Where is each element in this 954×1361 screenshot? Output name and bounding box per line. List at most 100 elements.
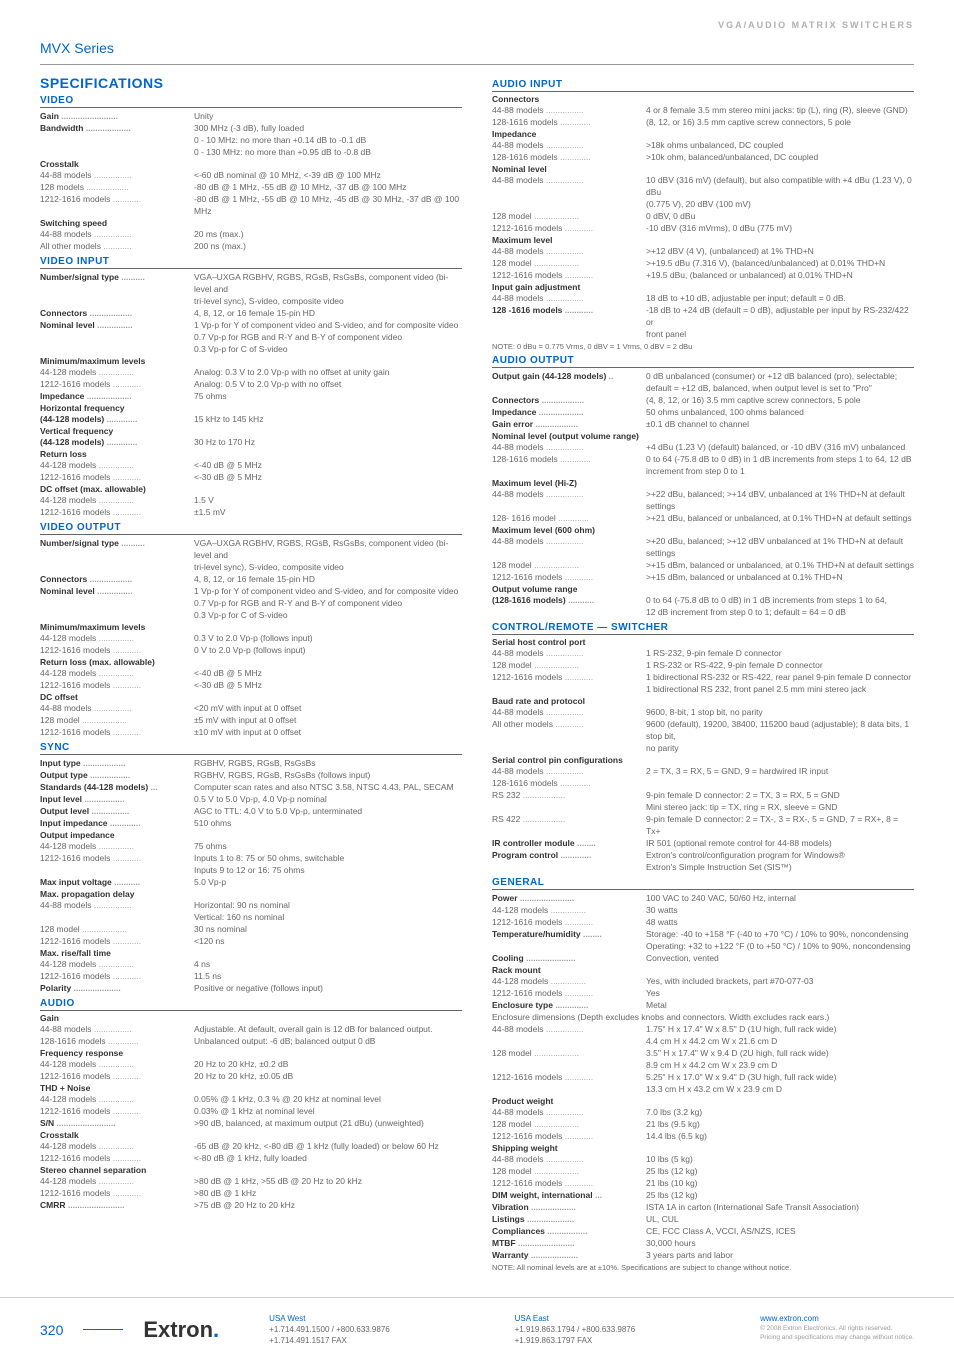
spec-row: 128 model ...................30 ns nomin… [40,923,462,935]
spec-row: 44-88 models ................20 ms (max.… [40,228,462,240]
spec-value: 0.5 V to 5.0 Vp-p, 4.0 Vp-p nominal [190,793,462,805]
spec-label: 1212-1616 models ............ [492,987,642,999]
spec-subheading: Stereo channel separation [40,1165,462,1175]
spec-label: 44-88 models ................ [492,765,642,777]
spec-label: RS 232 .................. [492,789,642,801]
spec-label: 128 model ................... [492,1047,642,1059]
spec-row: 1212-1616 models ............Inputs 1 to… [40,852,462,864]
spec-value: >+21 dBu, balanced or unbalanced, at 0.1… [642,512,914,524]
spec-row: 128 model ...................0 dBV, 0 dB… [492,210,914,222]
spec-value: Computer scan rates and also NTSC 3.58, … [190,781,462,793]
spec-label: 44-88 models ................ [492,174,642,186]
spec-row: 1212-1616 models ............>+15 dBm, b… [492,571,914,583]
page-footer: 320 Extron. USA West +1.714.491.1500 / +… [0,1297,954,1361]
spec-subheading: Nominal level [492,164,914,174]
spec-label: Input impedance ............. [40,817,190,829]
spec-value-continuation: Vertical: 160 ns nominal [40,911,462,923]
spec-row: 128-1616 models .............Unbalanced … [40,1035,462,1047]
spec-row: 1212-1616 models ............20 Hz to 20… [40,1070,462,1082]
spec-value: 25 lbs (12 kg) [642,1189,914,1201]
spec-subheading: Maximum level (600 ohm) [492,525,914,535]
spec-label: 128 model ................... [492,257,642,269]
spec-value: 9-pin female D connector: 2 = TX-, 3 = R… [642,813,914,837]
spec-label: Standards (44-128 models) ... [40,781,190,793]
spec-value: <-40 dB @ 5 MHz [190,667,462,679]
spec-row: 128-1616 models ............. [492,777,914,789]
spec-label: 1212-1616 models ............ [40,970,190,982]
section-general: GENERAL [492,877,914,890]
spec-label: Impedance ................... [40,390,190,402]
spec-row: 128-1616 models .............(8, 12, or … [492,116,914,128]
spec-value: 0.3 V to 2.0 Vp-p (follows input) [190,632,462,644]
spec-row: 1212-1616 models ............>80 dB @ 1 … [40,1187,462,1199]
spec-label: 1212-1616 models ............ [492,1130,642,1142]
spec-subheading: Baud rate and protocol [492,696,914,706]
spec-value-continuation: 12 dB increment from step 0 to 1; defaul… [492,606,914,618]
spec-value-continuation: Extron's Simple Instruction Set (SIS™) [492,861,914,873]
spec-row: 1212-1616 models ............1 bidirecti… [492,671,914,683]
spec-label: 128-1616 models ............. [492,777,642,789]
spec-label: 44-88 models ................ [40,702,190,714]
spec-label: 44-88 models ................ [40,899,190,911]
spec-value: 9-pin female D connector: 2 = TX, 3 = RX… [642,789,914,801]
spec-value: 20 ms (max.) [190,228,462,240]
spec-value-continuation: 0 - 10 MHz: no more than +0.14 dB to -0.… [40,134,462,146]
spec-row: Impedance ...................75 ohms [40,390,462,402]
spec-label: 44-128 models ............... [40,494,190,506]
spec-subheading: Return loss [40,449,462,459]
spec-label: Power ....................... [492,892,642,904]
spec-row: 1212-1616 models ............0 V to 2.0 … [40,644,462,656]
spec-value: >18k ohms unbalanced, DC coupled [642,139,914,151]
spec-row: DIM weight, international ...25 lbs (12 … [492,1189,914,1201]
spec-row: Polarity ....................Positive or… [40,982,462,994]
spec-value: -18 dB to +24 dB (default = 0 dB), adjus… [642,304,914,328]
spec-row: 1212-1616 models ............<120 ns [40,935,462,947]
spec-row: Compliances .................CE, FCC Cla… [492,1225,914,1237]
spec-value: 9600, 8-bit, 1 stop bit, no parity [642,706,914,718]
spec-row: Input impedance .............510 ohms [40,817,462,829]
spec-label: 1212-1616 models ............ [492,1071,642,1083]
spec-label: Temperature/humidity ........ [492,928,642,940]
breadcrumb: VGA/AUDIO MATRIX SWITCHERS [40,20,914,30]
spec-value: 75 ohms [190,840,462,852]
spec-row: Number/signal type ..........VGA–UXGA RG… [40,537,462,561]
spec-label: 44-128 models ............... [40,840,190,852]
spec-value-continuation: 8.9 cm H x 44.2 cm W x 23.9 cm D [492,1059,914,1071]
spec-row: 128 -1616 models ............-18 dB to +… [492,304,914,328]
spec-label: 44-88 models ................ [492,535,642,547]
footer-usa-west: USA West +1.714.491.1500 / +800.633.9876… [269,1313,390,1346]
spec-row: 44-128 models ...............Analog: 0.3… [40,366,462,378]
spec-value: 0.05% @ 1 kHz, 0.3 % @ 20 kHz at nominal… [190,1093,462,1105]
spec-value: >+15 dBm, balanced or unbalanced at 0.1%… [642,571,914,583]
spec-row: 44-88 models ................18 dB to +1… [492,292,914,304]
spec-label: 128-1616 models ............. [40,1035,190,1047]
spec-label: 44-128 models ............... [40,1058,190,1070]
spec-row: 128 model ...................25 lbs (12 … [492,1165,914,1177]
spec-label: 44-88 models ................ [492,488,642,500]
spec-subheading: Input gain adjustment [492,282,914,292]
spec-value: 50 ohms unbalanced, 100 ohms balanced [642,406,914,418]
series-title: MVX Series [40,40,914,56]
spec-value: 0 to 64 (-75.8 dB to 0 dB) in 1 dB incre… [642,453,914,465]
spec-value: VGA–UXGA RGBHV, RGBS, RGsB, RsGsBs, comp… [190,271,462,295]
spec-label: Warranty .................... [492,1249,642,1261]
spec-label: (128-1616 models) ........... [492,594,642,606]
spec-value: +19.5 dBu, (balanced or unbalanced) at 0… [642,269,914,281]
spec-value: >+19.5 dBu (7.316 V), (balanced/unbalanc… [642,257,914,269]
spec-row: (128-1616 models) ...........0 to 64 (-7… [492,594,914,606]
spec-value: 4, 8, 12, or 16 female 15-pin HD [190,573,462,585]
spec-value: ISTA 1A in carton (International Safe Tr… [642,1201,914,1213]
spec-label: 44-128 models ............... [40,366,190,378]
spec-subheading: Product weight [492,1096,914,1106]
spec-subheading: DC offset (max. allowable) [40,484,462,494]
spec-label: (44-128 models) ............. [40,436,190,448]
spec-row: RS 422 ..................9-pin female D … [492,813,914,837]
spec-value: <-40 dB @ 5 MHz [190,459,462,471]
spec-label: 1212-1616 models ............ [40,726,190,738]
spec-row: IR controller module ........IR 501 (opt… [492,837,914,849]
spec-row: 44-88 models ................2 = TX, 3 =… [492,765,914,777]
spec-row: 44-88 models ................>+12 dBV (4… [492,245,914,257]
spec-value: 18 dB to +10 dB, adjustable per input; d… [642,292,914,304]
spec-label: 128- 1616 model ............. [492,512,642,524]
spec-value: 30 watts [642,904,914,916]
